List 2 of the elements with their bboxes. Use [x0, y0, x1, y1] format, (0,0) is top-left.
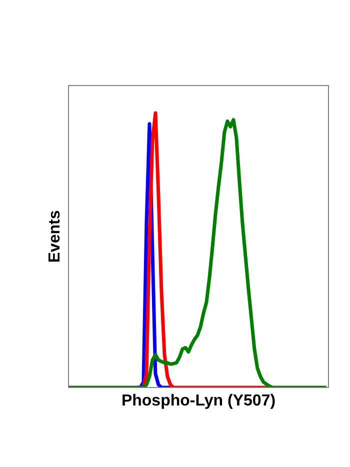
y-axis-title: Events: [46, 210, 64, 263]
x-axis-title: Phospho-Lyn (Y507): [121, 392, 276, 410]
